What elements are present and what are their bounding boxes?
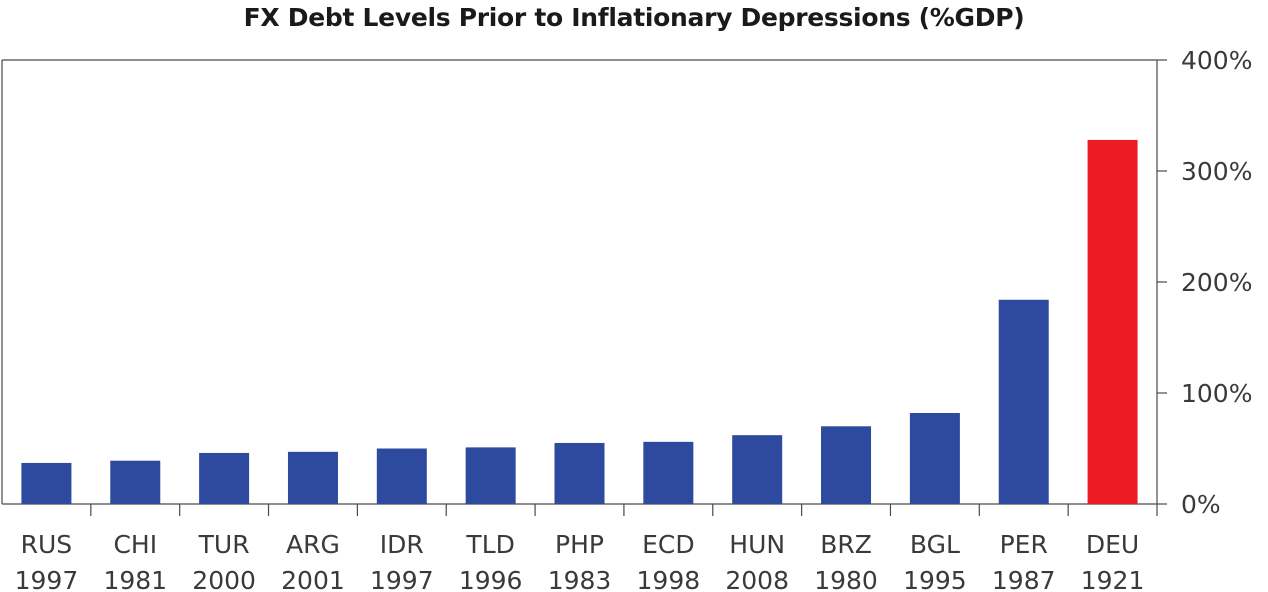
x-tick-label-country: BRZ: [820, 530, 872, 559]
plot-frame: [1, 59, 1158, 505]
bar: [21, 462, 72, 504]
x-tick-label-country: TLD: [465, 530, 514, 559]
bar: [732, 435, 783, 504]
x-tick-label-year: 1921: [1081, 566, 1145, 592]
x-tick-label-year: 1983: [548, 566, 612, 592]
x-tick-label-country: CHI: [113, 530, 157, 559]
x-tick-label-country: IDR: [380, 530, 424, 559]
x-tick-label-country: DEU: [1086, 530, 1139, 559]
y-tick-label: 0%: [1181, 490, 1221, 519]
bar: [465, 447, 516, 504]
bar: [998, 299, 1049, 504]
x-tick-label-country: HUN: [729, 530, 785, 559]
bar: [110, 460, 161, 504]
bar: [909, 412, 960, 504]
x-tick-label-year: 2001: [281, 566, 345, 592]
y-axis: 0% 100% 200% 300% 400%: [1157, 46, 1252, 519]
x-tick-label-country: RUS: [21, 530, 73, 559]
x-tick-label-country: PER: [1000, 530, 1048, 559]
x-tick-label-year: 1981: [103, 566, 167, 592]
x-tick-label-country: ARG: [286, 530, 340, 559]
x-tick-label-year: 2008: [725, 566, 789, 592]
x-tick-label-year: 1997: [370, 566, 434, 592]
chart-title: FX Debt Levels Prior to Inflationary Dep…: [243, 3, 1025, 32]
x-tick-label-year: 1998: [637, 566, 701, 592]
bar: [821, 426, 872, 504]
y-tick-label: 300%: [1181, 157, 1252, 186]
x-tick-label-year: 1980: [814, 566, 878, 592]
x-tick-label-year: 1987: [992, 566, 1056, 592]
bar: [287, 451, 338, 504]
x-tick-label-year: 1997: [15, 566, 79, 592]
x-tick-label-country: PHP: [555, 530, 604, 559]
bar: [1087, 139, 1138, 505]
bars-group: [21, 139, 1138, 505]
x-tick-label-country: TUR: [198, 530, 250, 559]
y-tick-label: 200%: [1181, 268, 1252, 297]
bar: [554, 442, 605, 504]
bar: [643, 441, 694, 504]
x-tick-label-year: 1995: [903, 566, 967, 592]
x-tick-label-country: ECD: [642, 530, 695, 559]
bar: [199, 452, 250, 504]
x-tick-label-country: BGL: [910, 530, 960, 559]
x-tick-label-year: 1996: [459, 566, 523, 592]
bar: [376, 448, 427, 504]
x-tick-label-year: 2000: [192, 566, 256, 592]
x-axis: RUS 1997 CHI 1981 TUR 2000 ARG 2001 IDR 1997 TLD 19…: [15, 504, 1158, 592]
y-tick-label: 100%: [1181, 379, 1252, 408]
y-tick-label: 400%: [1181, 46, 1252, 75]
